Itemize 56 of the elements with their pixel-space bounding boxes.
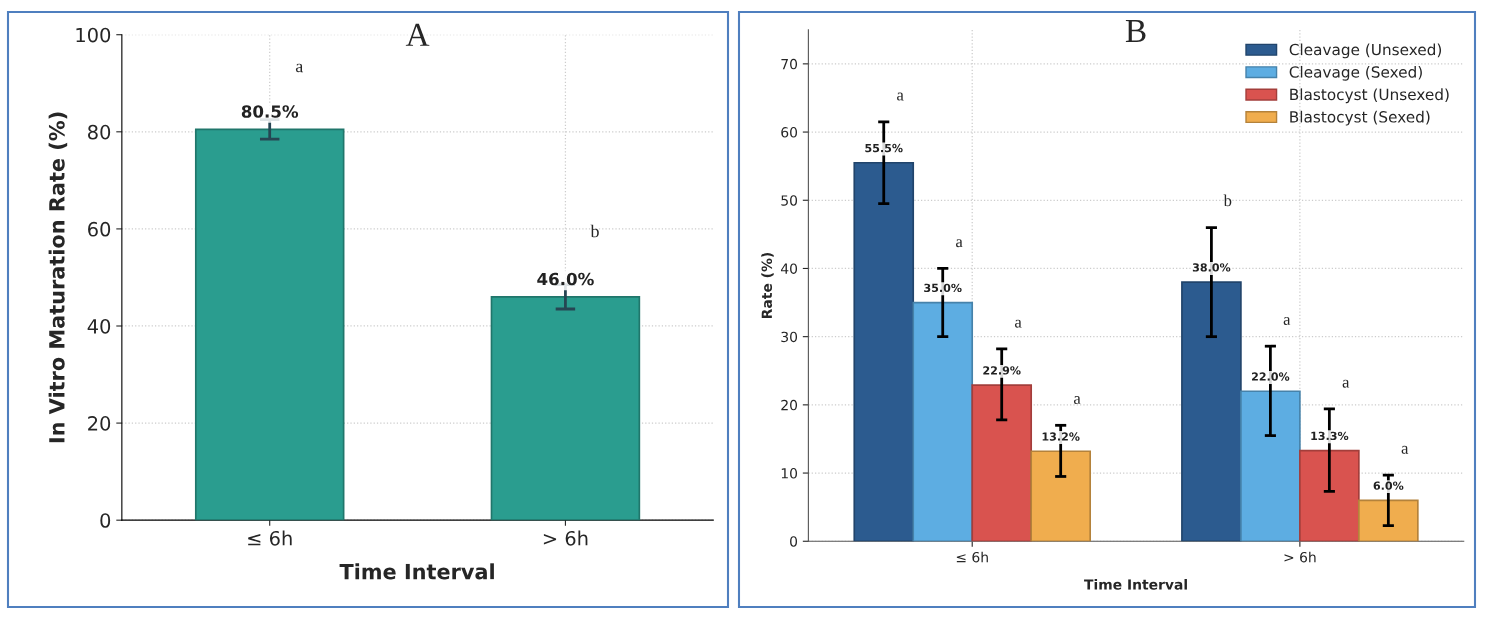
y-tick-label: 40 [780,263,798,274]
annotation: b [1223,194,1232,207]
chart-title: A [405,23,430,46]
annotation: a [956,239,963,248]
y-tick-label: 30 [781,331,798,343]
annotation: a [897,92,904,101]
annotation: a [1073,396,1081,405]
y-tick-label: 40 [87,318,111,334]
y-axis-title: In Vitro Maturation Rate (%) [48,112,68,443]
data-label: 55.5% [865,143,903,153]
bar [1030,450,1092,542]
data-label: 35.0% [924,283,962,293]
annotation: a [1342,379,1350,388]
data-label: 13.2% [1042,432,1080,441]
y-tick-label: 20 [88,416,111,431]
bar [1358,499,1419,542]
y-tick-label: 20 [781,399,798,411]
annotation: a [295,63,304,73]
bar [1240,390,1301,542]
data-label: 6.0% [1373,481,1404,490]
y-tick-label: 100 [76,27,111,43]
legend-label: Blastocyst (Unsexed) [1290,88,1449,104]
data-label: 46.0% [537,272,594,286]
bar [1181,281,1242,542]
x-tick-label: > 6h [1284,551,1316,563]
y-tick-label: 0 [790,536,798,547]
data-label: 80.5% [241,105,299,118]
annotation: a [1283,316,1291,325]
bar [853,161,915,542]
x-tick-label: > 6h [543,530,588,546]
data-label: 13.3% [1311,431,1349,441]
data-label: 38.0% [1192,263,1231,272]
bar [971,384,1033,542]
y-tick-label: 70 [781,58,798,70]
legend-label: Cleavage (Unsexed) [1289,43,1442,59]
y-tick-label: 60 [781,127,798,138]
bar [912,301,974,542]
data-label: 22.0% [1251,372,1290,381]
y-tick-label: 50 [781,195,798,206]
y-tick-label: 80 [88,124,111,140]
bar [1299,449,1360,542]
annotation: a [1014,319,1022,328]
x-axis-title: Time Interval [339,563,494,580]
y-tick-label: 10 [781,468,798,479]
y-axis-title: Rate (%) [761,252,774,319]
legend-label: Blastocyst (Sexed) [1290,110,1430,126]
chart-title: B [1125,20,1146,42]
legend-label: Cleavage (Sexed) [1289,65,1422,81]
x-tick-label: ≤ 6h [248,530,292,546]
data-label: 22.9% [983,366,1021,375]
y-tick-label: 60 [88,221,111,237]
x-tick-label: ≤ 6h [956,551,988,563]
y-tick-label: 0 [100,513,111,528]
x-axis-title: Time Interval [1084,579,1187,590]
annotation: a [1401,445,1409,454]
annotation: b [590,224,599,238]
